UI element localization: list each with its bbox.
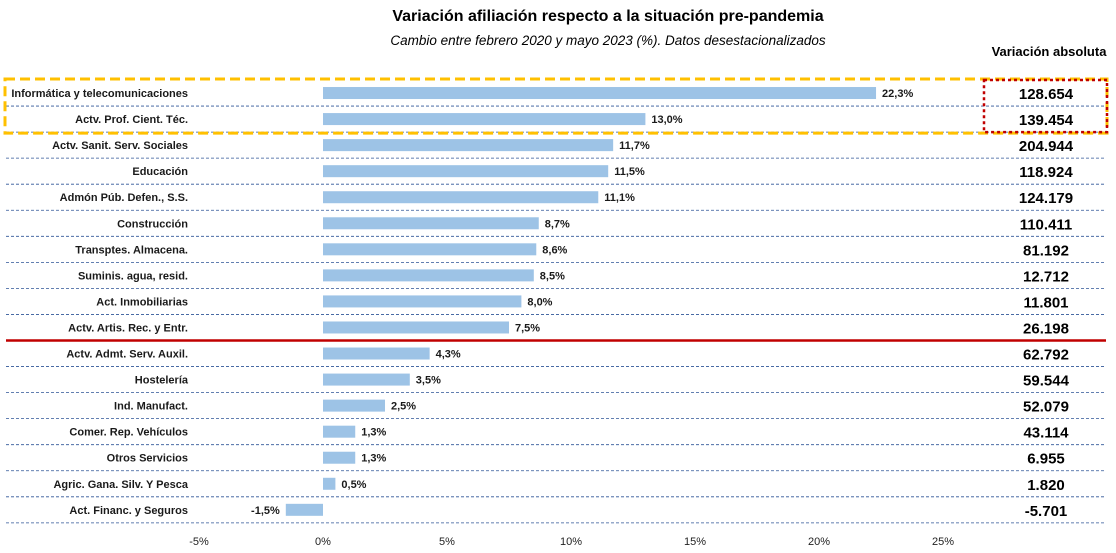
absolute-variation-value: 12.712	[1023, 268, 1069, 285]
category-label: Actv. Admt. Serv. Auxil.	[66, 349, 188, 361]
absolute-variation-value: 81.192	[1023, 242, 1069, 259]
absolute-variation-value: 59.544	[1023, 373, 1070, 390]
value-label: 3,5%	[416, 375, 441, 387]
absolute-variation-value: 26.198	[1023, 320, 1069, 337]
value-label: 0,5%	[341, 479, 366, 491]
bar	[323, 347, 430, 360]
value-label: 1,3%	[361, 427, 386, 439]
absolute-variation-value: 1.820	[1027, 477, 1065, 494]
absolute-variation-value: 43.114	[1023, 425, 1069, 442]
absolute-variation-value: 139.454	[1019, 112, 1074, 129]
x-tick-label: 25%	[932, 536, 954, 548]
bar	[323, 295, 522, 308]
value-label: 1,3%	[361, 453, 386, 465]
bar	[323, 321, 509, 334]
category-label: Agric. Gana. Silv. Y Pesca	[53, 479, 188, 491]
bar	[323, 243, 537, 256]
category-label: Construcción	[117, 218, 188, 230]
value-label: 4,3%	[436, 349, 461, 361]
value-label: 7,5%	[515, 322, 540, 334]
bar	[323, 139, 614, 152]
chart-subtitle: Cambio entre febrero 2020 y mayo 2023 (%…	[390, 33, 826, 48]
absolute-variation-header: Variación absoluta	[991, 44, 1107, 59]
category-label: Educación	[132, 166, 188, 178]
bar	[323, 373, 410, 386]
bar	[323, 451, 356, 464]
x-tick-label: 10%	[560, 536, 582, 548]
value-label: 11,5%	[614, 166, 645, 178]
category-label: Admón Púb. Defen., S.S.	[60, 192, 188, 204]
x-tick-label: 15%	[684, 536, 706, 548]
absolute-variation-value: 118.924	[1019, 164, 1073, 181]
bar	[323, 425, 356, 438]
absolute-variation-value: 11.801	[1023, 294, 1068, 311]
absolute-variation-value: 6.955	[1027, 451, 1065, 468]
bar	[323, 191, 599, 204]
chart-title: Variación afiliación respecto a la situa…	[392, 8, 824, 25]
bar	[285, 503, 323, 516]
category-label: Suminis. agua, resid.	[78, 270, 188, 282]
highlight-box-red	[982, 78, 1109, 134]
x-tick-label: -5%	[189, 536, 209, 548]
category-label: Act. Financ. y Seguros	[69, 505, 188, 517]
value-label: -1,5%	[251, 505, 280, 517]
category-label: Hostelería	[135, 375, 189, 387]
category-label: Comer. Rep. Vehículos	[69, 427, 188, 439]
bar	[323, 217, 539, 230]
value-label: 8,0%	[527, 296, 552, 308]
category-label: Act. Inmobiliarias	[96, 296, 188, 308]
value-label: 2,5%	[391, 401, 416, 413]
bar	[323, 87, 877, 100]
category-label: Informática y telecomunicaciones	[11, 88, 188, 100]
absolute-variation-value: 110.411	[1020, 216, 1073, 233]
bar	[323, 399, 385, 412]
bar	[323, 113, 646, 126]
absolute-variation-value: -5.701	[1025, 503, 1068, 520]
absolute-variation-value: 52.079	[1023, 399, 1069, 416]
highlight-box-yellow	[3, 77, 1109, 135]
bar	[323, 477, 336, 490]
x-tick-label: 0%	[315, 536, 331, 548]
absolute-variation-value: 128.654	[1019, 86, 1074, 103]
value-label: 8,5%	[540, 270, 565, 282]
absolute-variation-value: 124.179	[1019, 190, 1073, 207]
absolute-variation-value: 62.792	[1023, 347, 1069, 364]
bar	[323, 269, 534, 282]
x-tick-label: 5%	[439, 536, 455, 548]
category-label: Actv. Artis. Rec. y Entr.	[68, 322, 188, 334]
bar	[323, 165, 609, 178]
value-label: 22,3%	[882, 88, 913, 100]
absolute-variation-value: 204.944	[1019, 138, 1074, 155]
value-label: 11,7%	[619, 140, 650, 152]
category-label: Ind. Manufact.	[114, 401, 188, 413]
x-tick-label: 20%	[808, 536, 830, 548]
category-label: Otros Servicios	[107, 453, 188, 465]
category-label: Actv. Sanit. Serv. Sociales	[52, 140, 188, 152]
value-label: 13,0%	[651, 114, 682, 126]
value-label: 8,7%	[545, 218, 570, 230]
value-label: 8,6%	[542, 244, 567, 256]
category-label: Transptes. Almacena.	[75, 244, 188, 256]
category-label: Actv. Prof. Cient. Téc.	[75, 114, 188, 126]
value-label: 11,1%	[604, 192, 635, 204]
